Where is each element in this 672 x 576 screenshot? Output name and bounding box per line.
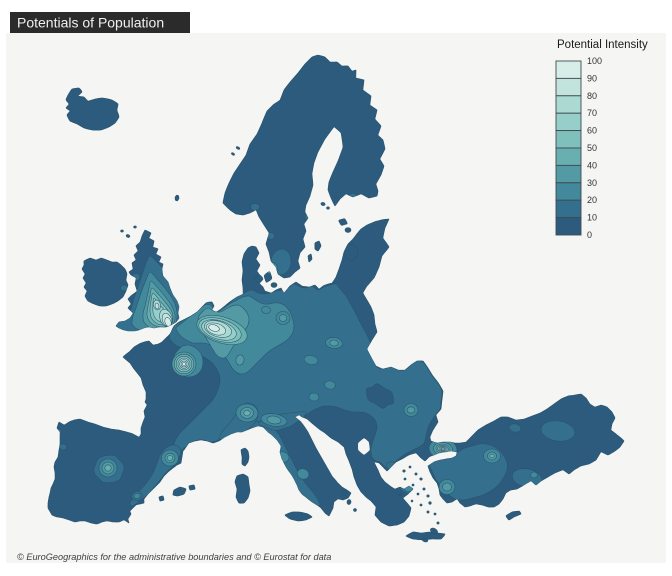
svg-text:10: 10 <box>587 213 597 223</box>
svg-text:50: 50 <box>587 143 597 153</box>
svg-text:0: 0 <box>587 230 592 240</box>
svg-text:60: 60 <box>587 126 597 136</box>
svg-text:90: 90 <box>587 73 597 83</box>
svg-text:70: 70 <box>587 108 597 118</box>
svg-text:80: 80 <box>587 91 597 101</box>
svg-text:20: 20 <box>587 195 597 205</box>
svg-text:Potential Intensity: Potential Intensity <box>557 39 648 51</box>
svg-text:30: 30 <box>587 178 597 188</box>
svg-text:40: 40 <box>587 160 597 170</box>
svg-text:© EuroGeographics for the admi: © EuroGeographics for the administrative… <box>17 552 331 562</box>
svg-text:Potentials of Population: Potentials of Population <box>17 15 164 31</box>
svg-text:100: 100 <box>587 56 602 66</box>
